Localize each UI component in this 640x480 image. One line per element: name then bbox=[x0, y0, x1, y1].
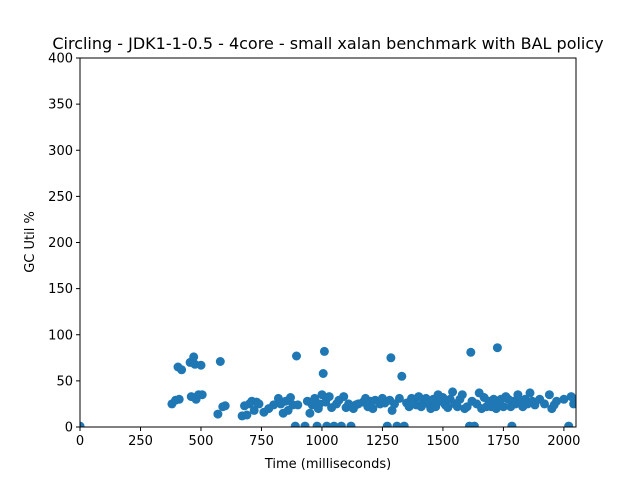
data-point bbox=[552, 396, 562, 406]
data-point bbox=[336, 421, 346, 427]
data-point bbox=[317, 390, 327, 400]
data-point bbox=[312, 421, 322, 427]
x-axis-label: Time (milliseconds) bbox=[264, 457, 391, 472]
data-point bbox=[197, 390, 207, 400]
data-point bbox=[318, 369, 328, 378]
data-point bbox=[322, 421, 332, 427]
y-tick-label: 300 bbox=[48, 144, 73, 159]
x-tick-label: 500 bbox=[189, 434, 214, 449]
data-point bbox=[457, 390, 467, 400]
y-axis-label: GC Util % bbox=[23, 211, 38, 273]
data-point bbox=[196, 360, 206, 370]
data-point bbox=[319, 346, 329, 356]
x-tick-label: 1500 bbox=[426, 434, 459, 449]
data-point bbox=[80, 421, 85, 427]
x-tick-label: 1750 bbox=[487, 434, 520, 449]
y-tick-label: 350 bbox=[48, 98, 73, 113]
data-point bbox=[300, 421, 310, 427]
x-tick-label: 1000 bbox=[305, 434, 338, 449]
data-point bbox=[189, 352, 199, 362]
data-point bbox=[290, 421, 300, 427]
data-point bbox=[540, 399, 549, 409]
x-tick-label: 2000 bbox=[547, 434, 580, 449]
data-point bbox=[174, 394, 184, 404]
data-point bbox=[213, 409, 223, 419]
plot-frame bbox=[79, 57, 577, 428]
data-point bbox=[293, 400, 303, 410]
data-point bbox=[438, 393, 448, 402]
y-tick-label: 0 bbox=[65, 421, 73, 436]
data-point bbox=[177, 365, 187, 375]
y-tick-label: 150 bbox=[48, 282, 73, 297]
x-tick-label: 1250 bbox=[366, 434, 399, 449]
data-point bbox=[249, 405, 259, 415]
y-tick-label: 250 bbox=[48, 190, 73, 205]
data-point bbox=[220, 401, 230, 411]
y-tick-label: 200 bbox=[48, 236, 73, 251]
chart-title: Circling - JDK1-1-0.5 - 4core - small xa… bbox=[52, 34, 603, 53]
data-point bbox=[525, 388, 535, 398]
x-tick-label: 250 bbox=[128, 434, 153, 449]
data-point bbox=[559, 394, 569, 404]
data-point bbox=[466, 347, 476, 357]
data-point bbox=[329, 421, 339, 427]
data-point bbox=[452, 402, 462, 412]
y-tick-label: 100 bbox=[48, 328, 73, 343]
data-point bbox=[386, 353, 396, 363]
data-point bbox=[498, 402, 508, 412]
data-point bbox=[305, 408, 315, 418]
data-point bbox=[368, 404, 378, 414]
data-point bbox=[392, 421, 402, 427]
data-point bbox=[397, 371, 407, 381]
y-tick-label: 50 bbox=[56, 374, 73, 389]
data-point bbox=[507, 421, 517, 427]
data-point bbox=[215, 357, 225, 366]
data-points bbox=[80, 343, 576, 427]
data-point bbox=[346, 421, 356, 427]
data-point bbox=[269, 400, 279, 410]
data-point bbox=[399, 421, 409, 427]
data-point bbox=[394, 393, 404, 403]
data-point bbox=[382, 421, 392, 427]
data-point bbox=[564, 421, 574, 427]
x-axis-ticks: 0 250 500 750 1000 1250 1500 1750 2000 bbox=[76, 427, 580, 449]
data-point bbox=[292, 351, 301, 361]
data-point bbox=[404, 402, 414, 412]
x-tick-label: 750 bbox=[249, 434, 274, 449]
data-point bbox=[254, 399, 264, 409]
data-point bbox=[339, 392, 349, 402]
data-point bbox=[448, 387, 458, 397]
data-point bbox=[544, 390, 554, 400]
data-point bbox=[242, 410, 252, 420]
y-axis-ticks: 0 50 100 150 200 250 300 350 400 bbox=[48, 52, 80, 436]
data-point bbox=[571, 397, 576, 407]
data-point bbox=[324, 392, 334, 402]
y-tick-label: 400 bbox=[48, 52, 73, 67]
data-point bbox=[443, 403, 453, 413]
x-tick-label: 0 bbox=[76, 434, 84, 449]
data-point bbox=[469, 421, 479, 427]
data-point bbox=[286, 393, 295, 402]
data-point bbox=[492, 343, 502, 353]
